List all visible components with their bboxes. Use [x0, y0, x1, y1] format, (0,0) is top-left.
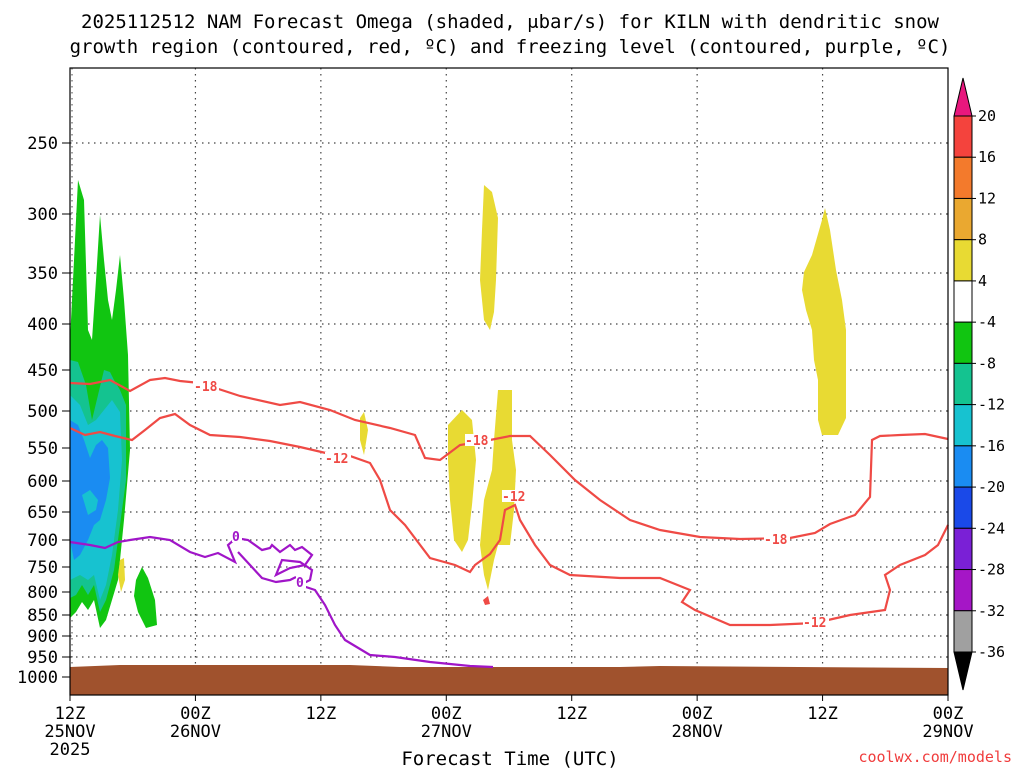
- y-tick-label: 950: [27, 648, 58, 668]
- x-tick-label: 12Z: [55, 704, 86, 724]
- colorbar-label: 12: [978, 189, 996, 207]
- omega-region-yellow-6: [802, 208, 846, 435]
- colorbar-swatch: [953, 115, 973, 158]
- colorbar-swatch: [953, 239, 973, 282]
- freezing-contour-main: [69, 535, 494, 669]
- colorbar-swatch: [953, 486, 973, 529]
- x-tick-label: 00Z: [933, 704, 964, 724]
- x-tick-label: 00Z: [180, 704, 211, 724]
- colorbar-label: -12: [978, 396, 1005, 414]
- colorbar: 20 16 12 8 4 -4 -8 -12 -16 -20 -24 -28 -32 -36: [953, 77, 1005, 691]
- plot-area: -18 -12 -18 -12 -18 -12 0 0: [69, 67, 949, 696]
- y-tick-label: 400: [27, 315, 58, 335]
- y-tick-label: 500: [27, 402, 58, 422]
- dgz-contour-minus18: [69, 376, 949, 541]
- dgz-contour-blob: [483, 596, 490, 605]
- x-tick-date-label: 26NOV: [170, 722, 221, 742]
- omega-region-yellow-5: [118, 558, 125, 592]
- freezing-level-contour: [69, 535, 494, 669]
- x-tick-date-label: 25NOV: [44, 722, 95, 742]
- omega-shading-downward: [118, 185, 846, 592]
- colorbar-swatch: [953, 527, 973, 571]
- dgz-label-minus18-b: -18: [465, 434, 489, 449]
- colorbar-swatch: [953, 445, 973, 488]
- y-tick-label: 300: [27, 205, 58, 225]
- dgz-label-minus18-a: -18: [194, 380, 218, 395]
- dgz-label-minus18-c: -18: [764, 533, 788, 548]
- omega-region-green-small: [134, 567, 157, 628]
- y-tick-label: 750: [27, 558, 58, 578]
- y-tick-label: 850: [27, 606, 58, 626]
- x-tick-label: 00Z: [431, 704, 462, 724]
- freezing-label-b: 0: [296, 576, 304, 591]
- omega-region-yellow-3: [480, 390, 516, 590]
- x-tick-label: 12Z: [305, 704, 336, 724]
- terrain-surface: [70, 665, 948, 695]
- chart-title-line-2: growth region (contoured, red, ºC) and f…: [70, 36, 951, 58]
- y-tick-label: 550: [27, 439, 58, 459]
- colorbar-arrow-top: [953, 77, 973, 117]
- colorbar-swatch: [953, 610, 973, 653]
- y-tick-label: 1000: [17, 668, 58, 688]
- chart-title-line-1: 2025112512 NAM Forecast Omega (shaded, μ…: [81, 11, 939, 33]
- y-tick-label: 250: [27, 134, 58, 154]
- credit-text: coolwx.com/models: [858, 748, 1012, 766]
- y-tick-label: 700: [27, 531, 58, 551]
- colorbar-label: -16: [978, 437, 1005, 455]
- colorbar-swatch: [953, 197, 973, 241]
- x-tick-date-label: 27NOV: [421, 722, 472, 742]
- colorbar-label: -8: [978, 354, 996, 372]
- omega-shading-upward: [70, 180, 157, 628]
- x-tick-date-label: 28NOV: [672, 722, 723, 742]
- y-tick-label: 350: [27, 264, 58, 284]
- colorbar-label: 4: [978, 272, 987, 290]
- freezing-contour-loop: [237, 551, 297, 584]
- x-tick-label: 00Z: [682, 704, 713, 724]
- colorbar-label: -28: [978, 561, 1005, 579]
- y-tick-label: 650: [27, 503, 58, 523]
- dgz-label-minus12-c: -12: [803, 616, 826, 631]
- plot-frame: [69, 67, 949, 696]
- omega-region-cyan-inner: [82, 490, 98, 515]
- freezing-label-a: 0: [232, 530, 240, 545]
- colorbar-label: -24: [978, 519, 1005, 537]
- y-tick-label: 900: [27, 627, 58, 647]
- colorbar-swatch: [953, 280, 973, 323]
- colorbar-label: -20: [978, 478, 1005, 496]
- y-tick-label: 800: [27, 583, 58, 603]
- x-tick-label: 12Z: [556, 704, 587, 724]
- colorbar-arrow-bottom: [953, 651, 973, 691]
- x-tick-label: 12Z: [807, 704, 838, 724]
- colorbar-swatch: [953, 404, 973, 447]
- y-tick-label: 450: [27, 361, 58, 381]
- colorbar-swatch: [953, 156, 973, 199]
- x-tick-date-label: 29NOV: [922, 722, 973, 742]
- omega-region-yellow-1: [480, 185, 498, 330]
- colorbar-swatch: [953, 362, 973, 406]
- colorbar-swatch: [953, 321, 973, 364]
- dgz-contour-labels: -18 -12 -18 -12 -18 -12: [193, 380, 829, 631]
- colorbar-swatch: [953, 569, 973, 612]
- colorbar-label: 20: [978, 107, 996, 125]
- colorbar-label: -4: [978, 313, 996, 331]
- y-tick-label: 600: [27, 472, 58, 492]
- dgz-label-minus12-b: -12: [502, 490, 525, 505]
- freezing-contour-labels: 0 0: [232, 530, 306, 591]
- x-axis-title: Forecast Time (UTC): [401, 748, 618, 768]
- colorbar-label: -36: [978, 643, 1005, 661]
- colorbar-label: 8: [978, 231, 987, 249]
- colorbar-label: -32: [978, 602, 1005, 620]
- x-tick-year-label: 2025: [50, 740, 91, 760]
- colorbar-label: 16: [978, 148, 996, 166]
- dgz-label-minus12-a: -12: [325, 452, 348, 467]
- y-axis: 2503003504004505005506006507007508008509…: [17, 134, 70, 688]
